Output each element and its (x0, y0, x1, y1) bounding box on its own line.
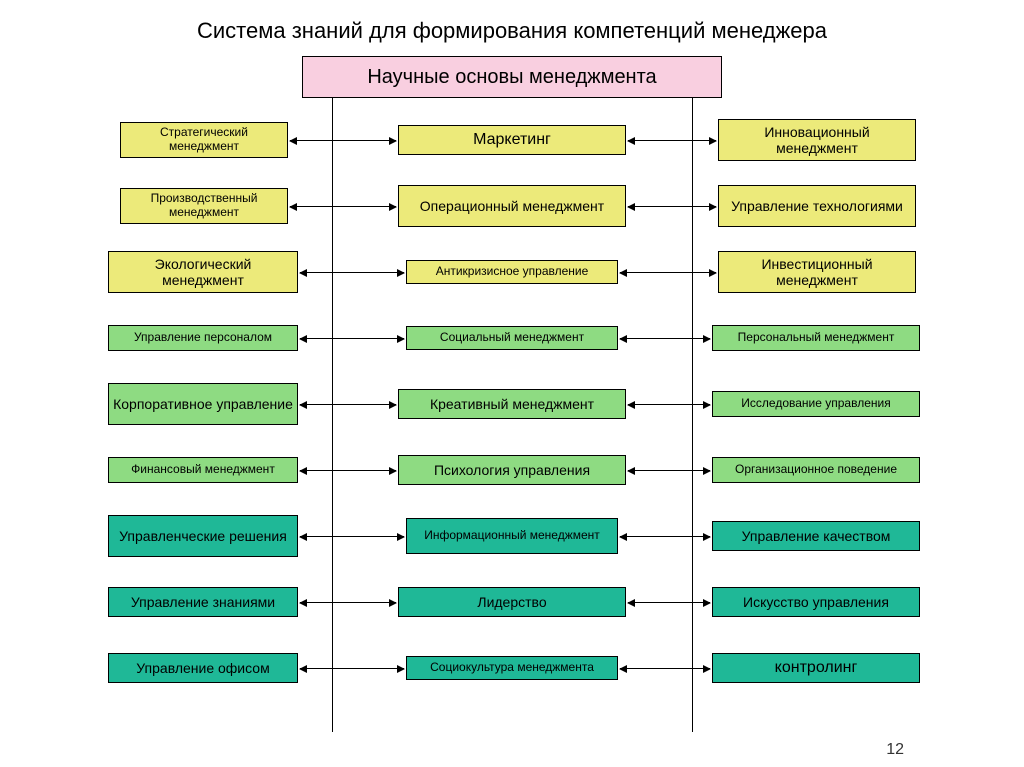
diagram-row: Производственный менеджмент Операционный … (0, 176, 1024, 242)
connector-arrow (628, 206, 716, 207)
header-box: Научные основы менеджмента (302, 56, 722, 98)
node-mid: Психология управления (398, 455, 626, 485)
node-label: Искусство управления (743, 594, 889, 610)
page-number: 12 (886, 741, 904, 759)
node-mid: Антикризисное управление (406, 260, 618, 284)
node-left: Управление знаниями (108, 587, 298, 617)
diagram-row: Управленческие решения Информационный мен… (0, 506, 1024, 572)
connector-arrow (300, 404, 396, 405)
node-label: Лидерство (477, 594, 546, 610)
connector-arrow (300, 668, 404, 669)
node-left: Управление персоналом (108, 325, 298, 351)
node-label: Антикризисное управление (436, 265, 589, 279)
node-left: Управленческие решения (108, 515, 298, 557)
connector-arrow (620, 668, 710, 669)
connector-arrow (300, 536, 404, 537)
node-left: Финансовый менеджмент (108, 457, 298, 483)
connector-arrow (300, 272, 404, 273)
node-label: Инновационный менеджмент (723, 124, 911, 156)
node-label: Маркетинг (473, 131, 551, 149)
node-left: Стратегический менеджмент (120, 122, 288, 158)
node-mid: Социальный менеджмент (406, 326, 618, 350)
node-right: контролинг (712, 653, 920, 683)
node-mid: Социокультура менеджмента (406, 656, 618, 680)
node-mid: Маркетинг (398, 125, 626, 155)
diagram-row: Финансовый менеджмент Психология управлен… (0, 440, 1024, 506)
connector-arrow (620, 536, 710, 537)
node-label: Персональный менеджмент (738, 331, 895, 345)
node-label: Социальный менеджмент (440, 331, 584, 345)
node-left: Корпоративное управление (108, 383, 298, 425)
node-label: Психология управления (434, 462, 590, 478)
node-label: Креативный менеджмент (430, 396, 594, 412)
node-mid: Креативный менеджмент (398, 389, 626, 419)
node-label: Экологический менеджмент (113, 256, 293, 288)
node-right: Организационное поведение (712, 457, 920, 483)
connector-arrow (620, 338, 710, 339)
node-right: Искусство управления (712, 587, 920, 617)
node-right: Исследование управления (712, 391, 920, 417)
connector-arrow (628, 140, 716, 141)
node-label: Информационный менеджмент (424, 529, 600, 543)
node-mid: Лидерство (398, 587, 626, 617)
node-label: Инвестиционный менеджмент (723, 256, 911, 288)
diagram-row: Корпоративное управление Креативный менед… (0, 374, 1024, 440)
connector-arrow (290, 140, 396, 141)
diagram-row: Управление персоналом Социальный менеджме… (0, 308, 1024, 374)
node-left: Экологический менеджмент (108, 251, 298, 293)
node-right: Персональный менеджмент (712, 325, 920, 351)
node-label: Социокультура менеджмента (430, 661, 594, 675)
page-title: Система знаний для формирования компетен… (0, 0, 1024, 44)
node-label: Управленческие решения (119, 528, 287, 544)
node-label: Управление офисом (136, 660, 269, 676)
node-label: Исследование управления (741, 397, 890, 411)
header-label: Научные основы менеджмента (367, 66, 656, 89)
connector-arrow (300, 338, 404, 339)
node-right: Управление технологиями (718, 185, 916, 227)
diagram-row: Управление знаниями Лидерство Искусство уп… (0, 572, 1024, 638)
node-label: Корпоративное управление (113, 396, 293, 412)
connector-arrow (300, 602, 396, 603)
connector-arrow (290, 206, 396, 207)
node-label: Стратегический менеджмент (125, 126, 283, 154)
node-label: Операционный менеджмент (420, 198, 604, 214)
node-label: контролинг (775, 659, 858, 677)
connector-arrow (620, 272, 716, 273)
node-label: Управление технологиями (731, 198, 903, 214)
node-right: Управление качеством (712, 521, 920, 551)
connector-arrow (300, 470, 396, 471)
diagram-row: Управление офисом Социокультура менеджмен… (0, 638, 1024, 704)
node-label: Производственный менеджмент (125, 192, 283, 220)
node-mid: Операционный менеджмент (398, 185, 626, 227)
connector-arrow (628, 470, 710, 471)
node-left: Управление офисом (108, 653, 298, 683)
node-mid: Информационный менеджмент (406, 518, 618, 554)
node-label: Управление знаниями (131, 594, 275, 610)
node-label: Организационное поведение (735, 463, 897, 477)
connector-arrow (628, 602, 710, 603)
node-right: Инвестиционный менеджмент (718, 251, 916, 293)
diagram-row: Стратегический менеджмент Маркетинг Иннова… (0, 110, 1024, 176)
node-label: Финансовый менеджмент (131, 463, 275, 477)
node-left: Производственный менеджмент (120, 188, 288, 224)
diagram-row: Экологический менеджмент Антикризисное уп… (0, 242, 1024, 308)
node-label: Управление качеством (742, 528, 891, 544)
node-right: Инновационный менеджмент (718, 119, 916, 161)
connector-arrow (628, 404, 710, 405)
node-label: Управление персоналом (134, 331, 272, 345)
